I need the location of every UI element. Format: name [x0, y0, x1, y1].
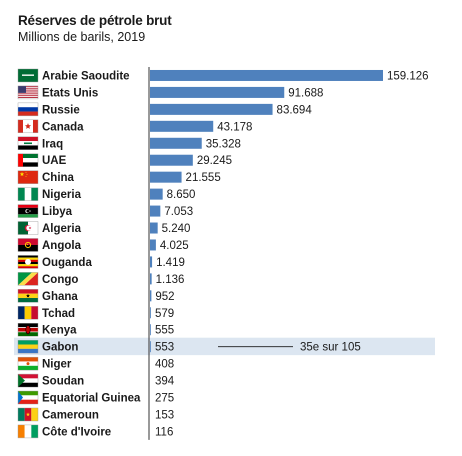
- flag-gabon-icon: [17, 339, 39, 354]
- value-label: 394: [155, 376, 175, 388]
- bar: [150, 120, 214, 132]
- bar: [150, 324, 151, 336]
- value-label: 275: [155, 393, 174, 405]
- value-label: 4.025: [160, 240, 189, 252]
- bar: [150, 69, 383, 81]
- chart-title: Réserves de pétrole brut: [18, 13, 172, 28]
- category-label: Cameroun: [42, 409, 99, 421]
- chart-subtitle: Millions de barils, 2019: [18, 30, 146, 44]
- category-label: Angola: [42, 240, 82, 252]
- flag-uae-icon: [17, 153, 39, 167]
- category-label: Algeria: [42, 223, 82, 235]
- value-label: 952: [155, 291, 174, 303]
- value-label: 153: [155, 409, 174, 421]
- value-label: 91.688: [288, 87, 323, 99]
- value-label: 21.555: [186, 172, 221, 184]
- bar: [150, 341, 151, 353]
- value-label: 8.650: [167, 189, 196, 201]
- flag-congo-icon: [17, 272, 39, 286]
- bar: [150, 273, 152, 285]
- bar: [150, 86, 285, 98]
- value-label: 553: [155, 342, 174, 354]
- flag-ghana-icon: [17, 289, 39, 303]
- category-label: Gabon: [42, 342, 78, 354]
- value-label: 7.053: [164, 206, 193, 218]
- category-label: Arabie Saoudite: [42, 70, 130, 82]
- value-label: 555: [155, 325, 174, 337]
- bar: [150, 188, 163, 200]
- flag-russia-icon: [17, 102, 39, 117]
- flag-saudi-icon: [17, 68, 39, 83]
- value-label: 1.419: [156, 257, 185, 269]
- bar: [150, 307, 151, 319]
- flag-usa-icon: [17, 85, 39, 100]
- flag-niger-icon: [17, 356, 39, 371]
- flag-algeria-icon: [17, 221, 39, 235]
- value-label: 116: [155, 426, 173, 438]
- category-label: Etats Unis: [42, 87, 98, 99]
- flag-angola-icon: [17, 238, 39, 252]
- category-label: Soudan: [42, 376, 84, 388]
- category-label: Kenya: [42, 325, 77, 337]
- value-label: 83.694: [277, 104, 313, 116]
- value-label: 159.126: [387, 70, 429, 82]
- category-label: Libya: [42, 206, 73, 218]
- flag-sudan-icon: [17, 373, 39, 388]
- flag-libya-icon: [17, 204, 39, 218]
- flag-canada-icon: [17, 119, 39, 134]
- flag-uganda-icon: [17, 255, 39, 269]
- category-label: Côte d'Ivoire: [42, 426, 111, 438]
- value-label: 43.178: [217, 121, 252, 133]
- category-label: China: [42, 172, 75, 184]
- flag-china-icon: [17, 170, 39, 184]
- flag-iraq-icon: [17, 136, 39, 150]
- bar: [150, 171, 182, 183]
- category-label: Equatorial Guinea: [42, 393, 141, 405]
- flag-eqguinea-icon: [17, 390, 39, 405]
- category-label: Russie: [42, 104, 80, 116]
- flag-kenya-icon: [17, 323, 39, 337]
- category-label: Tchad: [42, 308, 75, 320]
- flag-nigeria-icon: [17, 187, 39, 201]
- value-label: 579: [155, 308, 174, 320]
- category-label: Canada: [42, 121, 84, 133]
- flag-ivorycoast-icon: [17, 424, 39, 439]
- value-label: 29.245: [197, 155, 232, 167]
- value-label: 1.136: [156, 274, 185, 286]
- bar: [150, 103, 273, 115]
- bar: [150, 137, 202, 149]
- category-label: UAE: [42, 155, 67, 167]
- category-label: Niger: [42, 359, 72, 371]
- category-label: Iraq: [42, 138, 63, 150]
- category-label: Nigeria: [42, 189, 82, 201]
- bar: [150, 239, 156, 251]
- rank-annotation: 35e sur 105: [300, 342, 361, 354]
- value-label: 408: [155, 359, 174, 371]
- category-label: Ghana: [42, 291, 78, 303]
- bar: [150, 222, 158, 234]
- bar: [150, 290, 152, 302]
- flag-chad-icon: [17, 306, 39, 320]
- category-label: Ouganda: [42, 257, 92, 269]
- bar: [150, 154, 193, 166]
- flag-cameroon-icon: [17, 407, 39, 422]
- bar: [150, 256, 153, 268]
- value-label: 5.240: [162, 223, 191, 235]
- bar: [150, 205, 161, 217]
- category-label: Congo: [42, 274, 78, 286]
- value-label: 35.328: [206, 138, 241, 150]
